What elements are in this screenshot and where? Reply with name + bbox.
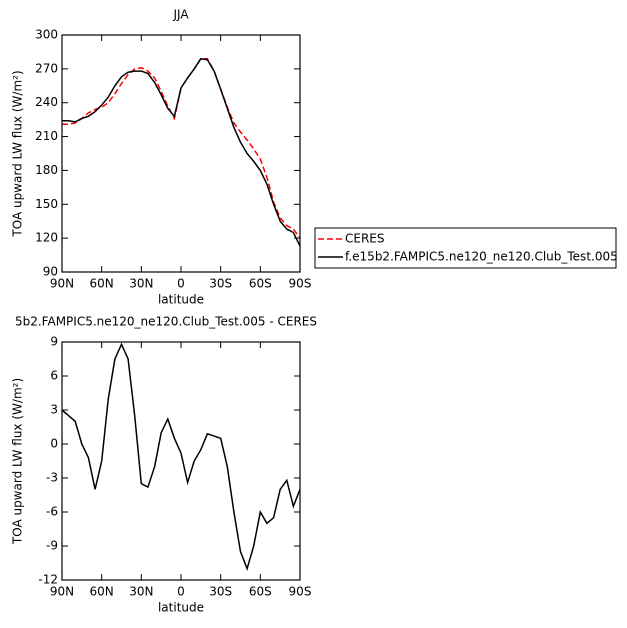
y-tick-label: -3 <box>46 471 58 485</box>
x-axis-label: latitude <box>158 601 204 615</box>
y-tick-label: 9 <box>50 335 58 349</box>
plot-frame <box>61 34 301 273</box>
data-line <box>62 57 301 239</box>
y-tick-label: 210 <box>35 129 58 143</box>
x-tick-label: 90S <box>289 277 312 291</box>
y-tick-label: 240 <box>35 95 58 109</box>
y-axis-label: TOA upward LW flux (W/m²) <box>11 70 25 237</box>
y-tick-label: 300 <box>35 28 58 42</box>
y-tick-label: 120 <box>35 231 58 245</box>
x-tick-label: 60S <box>249 585 272 599</box>
y-tick-label: 90 <box>43 265 58 279</box>
y-tick-label: -9 <box>46 539 58 553</box>
legend-label: f.e15b2.FAMPIC5.ne120_ne120.Club_Test.00… <box>345 250 618 264</box>
y-tick-label: 6 <box>50 369 58 383</box>
x-tick-label: 0 <box>177 277 185 291</box>
plot-frame <box>61 341 301 581</box>
data-line <box>62 57 301 247</box>
y-tick-label: 180 <box>35 163 58 177</box>
x-tick-label: 30S <box>209 277 232 291</box>
y-tick-label: 270 <box>35 61 58 75</box>
chart-title: 5b2.FAMPIC5.ne120_ne120.Club_Test.005 - … <box>15 315 317 329</box>
y-tick-label: 3 <box>50 403 58 417</box>
x-tick-label: 30S <box>209 585 232 599</box>
y-tick-label: 150 <box>35 197 58 211</box>
legend-box <box>314 227 617 269</box>
y-tick-label: 0 <box>50 437 58 451</box>
x-tick-label: 60S <box>249 277 272 291</box>
legend-label: CERES <box>345 232 385 246</box>
x-tick-label: 30N <box>129 277 153 291</box>
x-axis-label: latitude <box>158 293 204 307</box>
x-tick-label: 90S <box>289 585 312 599</box>
y-axis-label: TOA upward LW flux (W/m²) <box>11 378 25 545</box>
x-tick-label: 30N <box>129 585 153 599</box>
x-tick-label: 90N <box>50 277 74 291</box>
x-tick-label: 60N <box>90 585 114 599</box>
x-tick-label: 90N <box>50 585 74 599</box>
x-tick-label: 60N <box>90 277 114 291</box>
y-tick-label: -12 <box>38 573 58 587</box>
data-line <box>61 342 301 572</box>
chart-title: JJA <box>172 8 189 22</box>
y-tick-label: -6 <box>46 505 58 519</box>
x-tick-label: 0 <box>177 585 185 599</box>
